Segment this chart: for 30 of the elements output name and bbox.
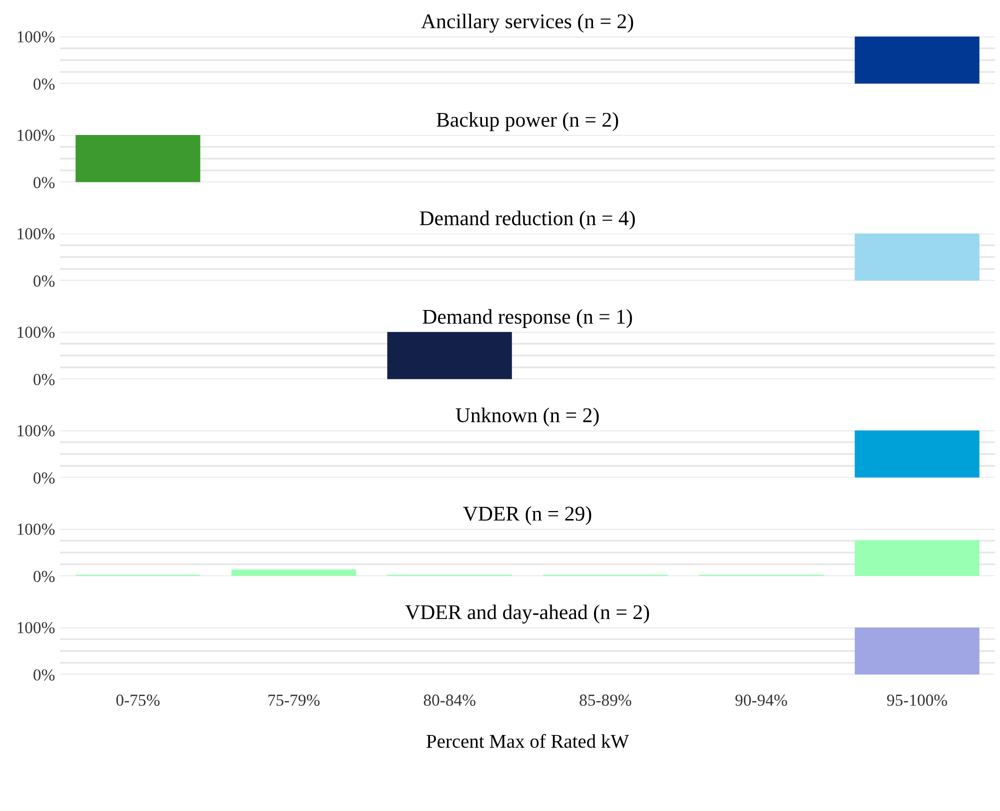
y-tick-label: 0%: [34, 669, 55, 681]
chart-title: Unknown (n = 2): [456, 408, 599, 427]
x-tick-label: 80-84%: [424, 694, 476, 706]
y-tick-label: 100%: [18, 622, 55, 634]
x-tick-label: 75-79%: [268, 694, 320, 706]
x-tick-label: 85-89%: [580, 694, 632, 706]
chart-title: Demand response (n = 1): [422, 309, 632, 328]
bar: [854, 540, 980, 576]
chart-title: VDER (n = 29): [463, 506, 592, 525]
x-tick-label: 95-100%: [887, 694, 948, 706]
y-tick-label: 100%: [18, 130, 55, 141]
y-tick-label: 100%: [18, 425, 55, 436]
x-tick-label: 90-94%: [735, 694, 788, 706]
y-tick-label: 0%: [34, 374, 55, 386]
chart-title: Backup power (n = 2): [436, 112, 618, 132]
chart-title: Ancillary services (n = 2): [421, 14, 634, 33]
bar: [231, 570, 356, 576]
y-tick-label: 100%: [18, 31, 55, 42]
y-tick-label: 100%: [18, 326, 55, 338]
y-tick-label: 0%: [34, 176, 55, 188]
y-tick-label: 0%: [34, 472, 55, 484]
x-tick-label: 0-75%: [116, 694, 160, 706]
y-tick-label: 0%: [34, 275, 55, 287]
chart-title: VDER and day-ahead (n = 2): [405, 604, 650, 624]
chart-title: Demand reduction (n = 4): [420, 210, 635, 230]
y-tick-label: 0%: [34, 78, 55, 90]
y-tick-label: 100%: [18, 228, 55, 240]
x-axis-title: Percent Max of Rated kW: [426, 734, 629, 748]
y-tick-label: 0%: [34, 570, 55, 582]
y-tick-label: 100%: [18, 524, 55, 535]
